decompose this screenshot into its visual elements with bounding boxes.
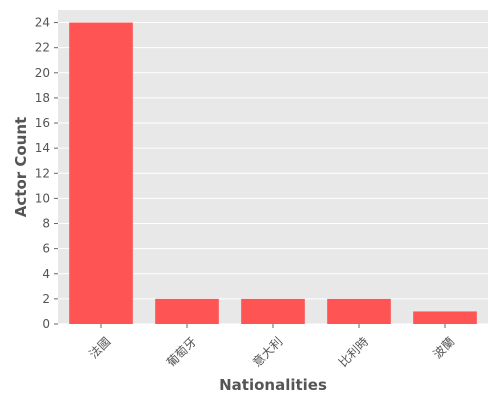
y-tick-label: 2: [42, 292, 50, 306]
bar: [241, 298, 305, 324]
x-tick-label: 意大利: [249, 334, 285, 370]
x-axis-title: Nationalities: [219, 376, 327, 394]
y-tick-label: 6: [42, 242, 50, 256]
y-tick-label: 24: [35, 16, 50, 30]
x-tick-label: 波蘭: [430, 334, 457, 361]
x-tick-label: 葡萄牙: [164, 334, 199, 369]
y-tick-label: 12: [35, 166, 50, 180]
x-tick-label: 法國: [86, 334, 113, 361]
y-tick-label: 10: [35, 191, 50, 205]
x-tick-label: 比利時: [336, 334, 371, 369]
y-tick-label: 0: [42, 317, 50, 331]
bars: [69, 22, 477, 325]
bar: [327, 298, 391, 324]
y-tick-label: 4: [42, 267, 50, 281]
x-axis-ticks: 法國 葡萄牙 意大利 比利時 波蘭: [86, 324, 457, 370]
bar: [69, 22, 133, 325]
bar: [155, 298, 219, 324]
y-tick-label: 14: [35, 141, 50, 155]
y-axis-title: Actor Count: [12, 117, 30, 217]
y-tick-label: 20: [35, 66, 50, 80]
y-tick-label: 18: [35, 91, 50, 105]
y-tick-label: 8: [42, 217, 50, 231]
y-tick-label: 16: [35, 116, 50, 130]
y-tick-label: 22: [35, 41, 50, 55]
bar: [413, 311, 477, 324]
